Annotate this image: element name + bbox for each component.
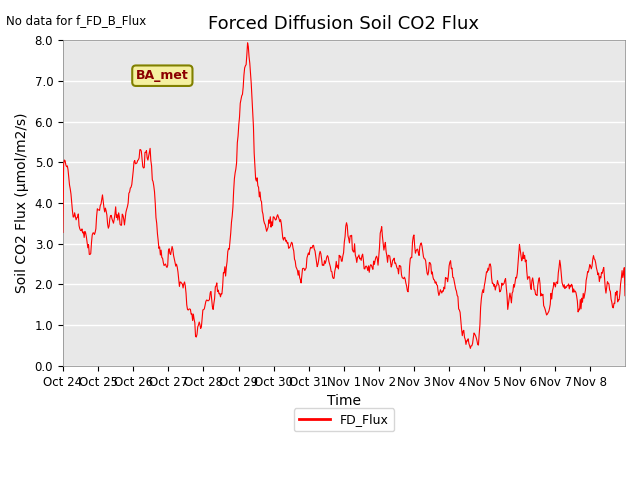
Text: BA_met: BA_met bbox=[136, 69, 189, 82]
Text: No data for f_FD_B_Flux: No data for f_FD_B_Flux bbox=[6, 14, 147, 27]
Title: Forced Diffusion Soil CO2 Flux: Forced Diffusion Soil CO2 Flux bbox=[209, 15, 479, 33]
Y-axis label: Soil CO2 Flux (μmol/m2/s): Soil CO2 Flux (μmol/m2/s) bbox=[15, 113, 29, 293]
Legend: FD_Flux: FD_Flux bbox=[294, 408, 394, 432]
X-axis label: Time: Time bbox=[327, 394, 361, 408]
